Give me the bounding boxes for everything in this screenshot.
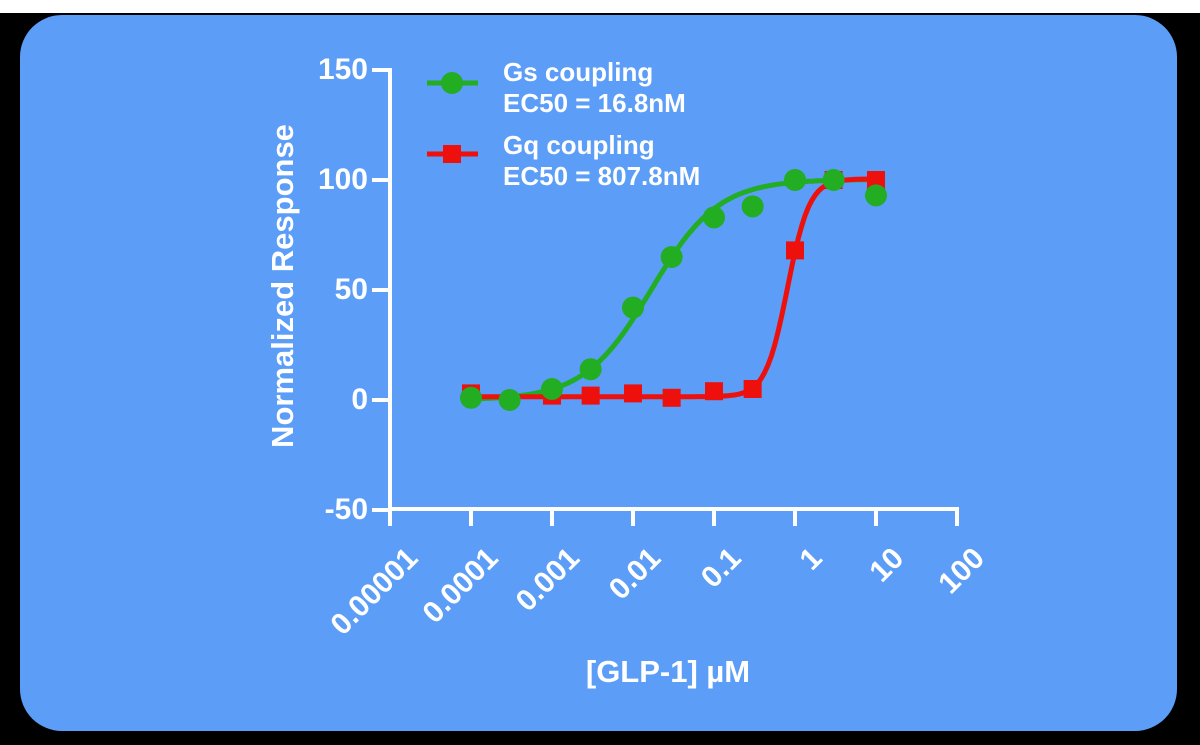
top-strip (0, 0, 1200, 13)
legend-ec50-value: EC50 = 16.8nM (503, 88, 686, 118)
y-tick-label: -50 (324, 493, 368, 526)
y-tick-label: 0 (351, 383, 368, 416)
y-tick-label: 100 (317, 163, 368, 196)
y-tick-label: 50 (334, 273, 368, 306)
y-tick-label: 150 (317, 53, 368, 86)
legend-series-name: Gs coupling (503, 57, 654, 87)
legend-item-gq: Gq coupling EC50 = 807.8nM (503, 130, 700, 192)
legend-ec50-value: EC50 = 807.8nM (503, 161, 701, 191)
x-axis-title: [GLP-1] µM (585, 654, 751, 689)
legend-item-gs: Gs coupling EC50 = 16.8nM (503, 57, 686, 119)
legend-series-name: Gq coupling (503, 130, 655, 160)
